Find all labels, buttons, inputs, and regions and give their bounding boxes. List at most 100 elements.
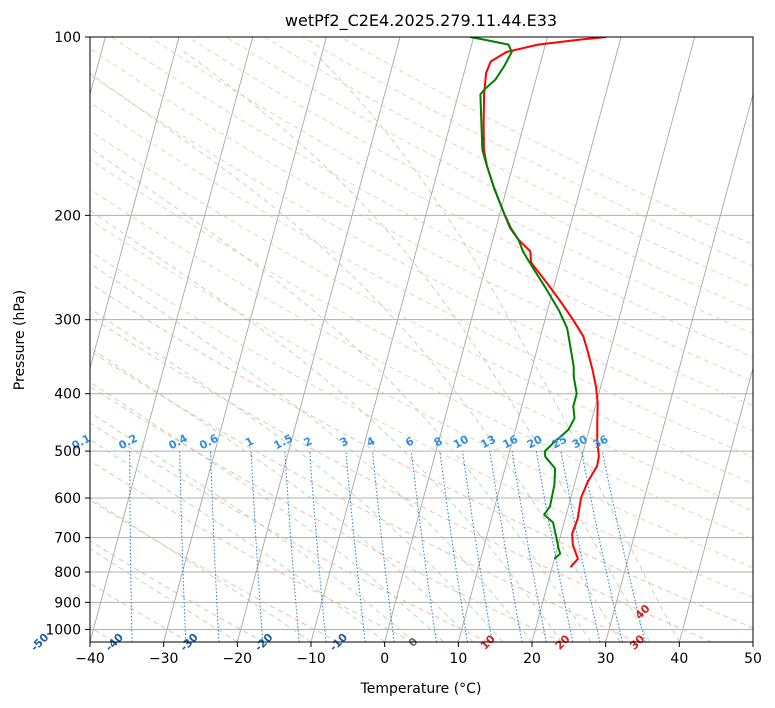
y-tick-label: 200 [54, 208, 81, 224]
mixing-ratio-label: 13 [478, 433, 498, 452]
dry-adiabat-line [90, 460, 414, 642]
isotherm-line [90, 37, 180, 370]
x-tick-label: 10 [449, 651, 467, 667]
dry-adiabat-line [111, 37, 753, 382]
y-tick-label: 100 [54, 30, 81, 46]
series-line-1 [469, 37, 578, 560]
isotherm-line [752, 640, 753, 642]
x-tick-label: −30 [149, 651, 179, 667]
series-group [469, 37, 607, 568]
dry-adiabat-line [149, 37, 753, 358]
isotherm-line [163, 37, 327, 642]
dry-adiabat-line [263, 37, 753, 289]
dry-adiabat-line [90, 350, 638, 642]
dry-adiabat-line [90, 540, 264, 642]
dry-adiabat-line [90, 282, 753, 629]
mixing-ratio-label: 25 [550, 433, 570, 452]
mixing-ratio-line [489, 451, 523, 642]
isotherm-line [236, 37, 401, 642]
mixing-ratio-line [210, 451, 220, 642]
mixing-ratio-label: 16 [501, 433, 521, 452]
y-tick-label: 800 [54, 565, 81, 581]
dry-adiabat-line [90, 74, 753, 432]
dry-adiabat-line [187, 37, 753, 335]
moist-adiabat-line [90, 548, 238, 642]
mixing-ratio-label: 36 [591, 432, 611, 451]
x-tick-label: 20 [523, 651, 541, 667]
moist-adiabat-line [181, 49, 651, 642]
y-axis-ticks: 1000 900 800 700 600 500 400 300 200 100 [45, 30, 90, 638]
dry-adiabat-line [90, 102, 753, 458]
x-tick-label: 0 [380, 651, 389, 667]
mixing-ratio-label: 10 [451, 433, 471, 452]
mixing-ratio-line [309, 451, 327, 642]
x-axis-label: Temperature (°C) [360, 681, 482, 697]
x-tick-label: −20 [223, 651, 253, 667]
y-tick-label: 500 [54, 444, 81, 460]
moist-adiabat-line [90, 262, 533, 642]
mixing-ratio-line [250, 451, 264, 642]
mixing-ratio-line [601, 450, 646, 642]
dry-adiabat-line [90, 385, 563, 642]
moist-adiabat-line [90, 411, 415, 642]
mixing-ratio-line [82, 451, 83, 642]
x-tick-label: 40 [670, 651, 688, 667]
x-axis-ticks: −40 −30 −20 −10 0 10 20 30 40 50 [75, 642, 762, 667]
mixing-ratio-label: 0.2 [116, 432, 139, 453]
mixing-ratio-label: 6 [403, 434, 416, 449]
isotherm-line [605, 92, 753, 642]
mixing-ratio-label: 1 [243, 434, 256, 449]
moist-adiabat-line [90, 347, 474, 642]
mixing-ratio-line [581, 451, 623, 642]
mixing-ratio-line [372, 451, 395, 642]
dry-adiabat-line [90, 422, 488, 642]
moist-adiabat-line [90, 439, 385, 642]
isotherm-line [90, 37, 254, 642]
mixing-ratio-label: 30 [570, 433, 590, 452]
moist-adiabat-line [90, 72, 621, 642]
mixing-ratio-label: 0.6 [197, 432, 221, 453]
y-axis-label: Pressure (hPa) [12, 290, 28, 390]
mixing-ratio-line [179, 451, 187, 642]
mixing-ratio-label: 8 [432, 434, 445, 449]
y-tick-label: 400 [54, 387, 81, 403]
dry-adiabat-line [340, 37, 753, 246]
moist-adiabat-line [90, 497, 312, 642]
background-lines [82, 37, 753, 642]
y-tick-label: 1000 [45, 622, 81, 638]
moist-adiabat-line [90, 308, 503, 642]
dry-adiabat-line [90, 159, 753, 512]
dry-adiabat-line [90, 582, 190, 642]
mixing-ratio-label: 3 [338, 434, 351, 449]
mixing-ratio-line [345, 451, 366, 642]
x-tick-label: −10 [296, 651, 326, 667]
chart-title: wetPf2_C2E4.2025.279.11.44.E33 [285, 11, 557, 31]
dry-adiabat-line [90, 499, 339, 642]
moist-adiabat-line [90, 381, 444, 642]
grid-lines [90, 37, 753, 642]
dry-adiabat-line [90, 250, 753, 598]
y-tick-label: 700 [54, 531, 81, 547]
y-tick-label: 900 [54, 595, 81, 611]
dry-adiabat-line [90, 316, 712, 642]
isotherm-line [531, 37, 696, 642]
line-labels: 0.10.20.40.611.52346810131620253036-100-… [28, 432, 653, 654]
mixing-ratio-line [560, 451, 601, 642]
dry-adiabat-label: 40 [633, 602, 653, 622]
isotherm-line [384, 37, 548, 642]
series-line-0 [482, 37, 607, 568]
x-tick-label: −40 [75, 651, 105, 667]
mixing-ratio-label: 4 [364, 434, 377, 449]
dry-adiabat-line [90, 219, 753, 569]
y-tick-label: 300 [54, 313, 81, 329]
isotherm-line [678, 366, 753, 642]
x-tick-label: 30 [597, 651, 615, 667]
mixing-ratio-line [129, 451, 133, 642]
mixing-ratio-line [284, 451, 300, 642]
mixing-ratio-label: 20 [525, 433, 545, 452]
plot-frame [89, 36, 754, 643]
dry-adiabat-line [90, 188, 753, 540]
x-tick-label: 50 [744, 651, 762, 667]
y-tick-label: 600 [54, 491, 81, 507]
